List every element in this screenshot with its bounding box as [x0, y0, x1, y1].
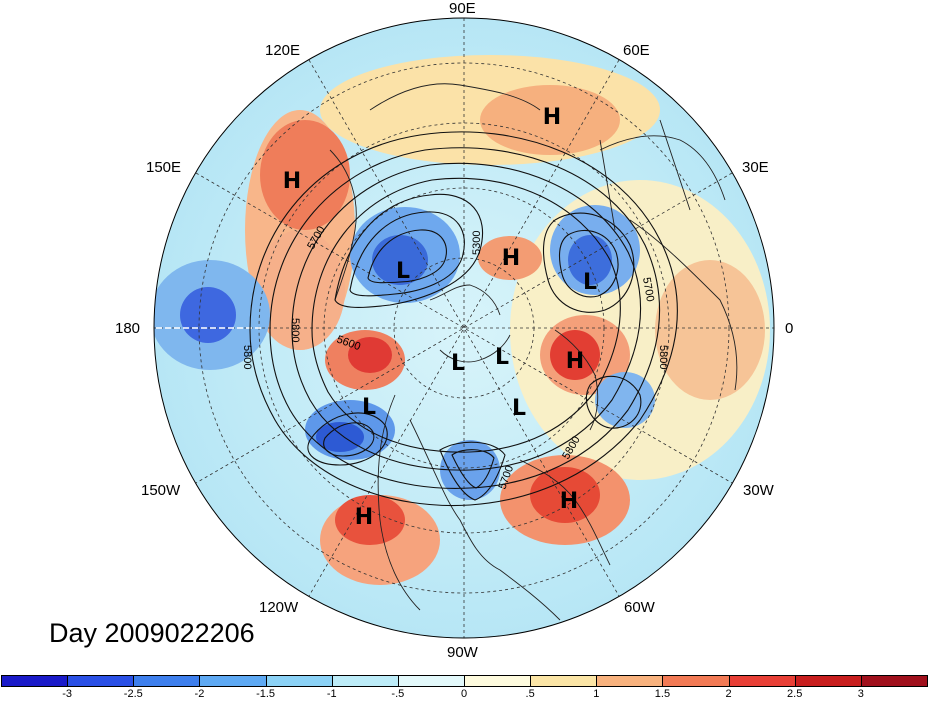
- lon-label-150w: 150W: [141, 482, 181, 499]
- colorbar-tick-label: 1: [593, 688, 600, 700]
- contour-value-labels: 5300 5700 5700 5700 5800 5800 5800 5800 …: [241, 224, 669, 491]
- low-center-alaska: L: [362, 395, 376, 420]
- low-center-east-siberia: L: [396, 259, 410, 284]
- low-center-arctic-1: L: [451, 351, 465, 376]
- colorbar-tick-label: -1.5: [256, 688, 276, 700]
- colorbar-bin: [596, 675, 664, 687]
- colorbar-tick-label: 3: [857, 688, 864, 700]
- colorbar-bin: [1, 675, 69, 687]
- colorbar-bin: [331, 675, 399, 687]
- lon-label-30w: 30W: [743, 482, 774, 499]
- lon-label-0: 0: [785, 320, 794, 337]
- lon-label-30e: 30E: [742, 159, 769, 176]
- coastlines: [329, 83, 738, 621]
- lon-label-90e: 90E: [449, 0, 476, 17]
- contour-label-5800: 5800: [657, 345, 669, 369]
- colorbar-bin: [662, 675, 730, 687]
- low-center-scandinavia: L: [583, 270, 597, 295]
- contour-label-5300: 5300: [471, 231, 483, 255]
- colorbar-bin: [794, 675, 862, 687]
- high-center-siberia-north: H: [543, 105, 561, 130]
- lon-label-120w: 120W: [259, 599, 299, 616]
- colorbar-tick-label: .5: [525, 688, 535, 700]
- lon-label-150e: 150E: [146, 159, 182, 176]
- day-title: Day 2009022206: [49, 618, 255, 648]
- low-center-greenland: L: [512, 396, 526, 421]
- colorbar-bin: [199, 675, 267, 687]
- colorbar-bin: [464, 675, 532, 687]
- high-center-east-asia: H: [283, 169, 301, 194]
- colorbar-bin: [860, 675, 928, 687]
- lon-label-120e: 120E: [265, 42, 301, 59]
- colorbar-tick-label: -.5: [391, 688, 405, 700]
- colorbar-bin: [728, 675, 796, 687]
- colorbar-tick-label: -3: [62, 688, 73, 700]
- lon-label-60w: 60W: [624, 599, 655, 616]
- colorbar-bin: [397, 675, 465, 687]
- colorbar-bin: [133, 675, 201, 687]
- high-center-north-atlantic: H: [566, 349, 584, 374]
- pressure-centers: H H H L L L L L L H H H: [283, 105, 597, 530]
- colorbar-tick-label: -1: [326, 688, 337, 700]
- colorbar-tick-label: -2: [194, 688, 205, 700]
- height-contours: [249, 131, 678, 507]
- colorbar-tick-label: 2.5: [787, 688, 803, 700]
- colorbar-bin: [265, 675, 333, 687]
- high-center-central-atlantic: H: [560, 489, 578, 514]
- colorbar-tick-label: 2: [725, 688, 732, 700]
- high-center-east-pacific: H: [355, 505, 373, 530]
- colorbar-bin: [530, 675, 598, 687]
- contour-label-5800: 5800: [289, 318, 301, 342]
- lon-label-180: 180: [115, 320, 141, 337]
- colorbar-tick-label: -2.5: [123, 688, 143, 700]
- contour-label-5700: 5700: [640, 276, 656, 302]
- colorbar-tick-label: 0: [460, 688, 468, 700]
- contour-label-5800: 5800: [241, 345, 253, 369]
- high-center-arctic-siberia: H: [502, 246, 520, 271]
- colorbar-bin: [67, 675, 135, 687]
- map-boundary: [153, 17, 775, 639]
- low-center-arctic-2: L: [495, 345, 509, 370]
- lon-label-90w: 90W: [447, 644, 478, 661]
- colorbar-tick-label: 1.5: [654, 688, 671, 700]
- lon-label-60e: 60E: [623, 42, 650, 59]
